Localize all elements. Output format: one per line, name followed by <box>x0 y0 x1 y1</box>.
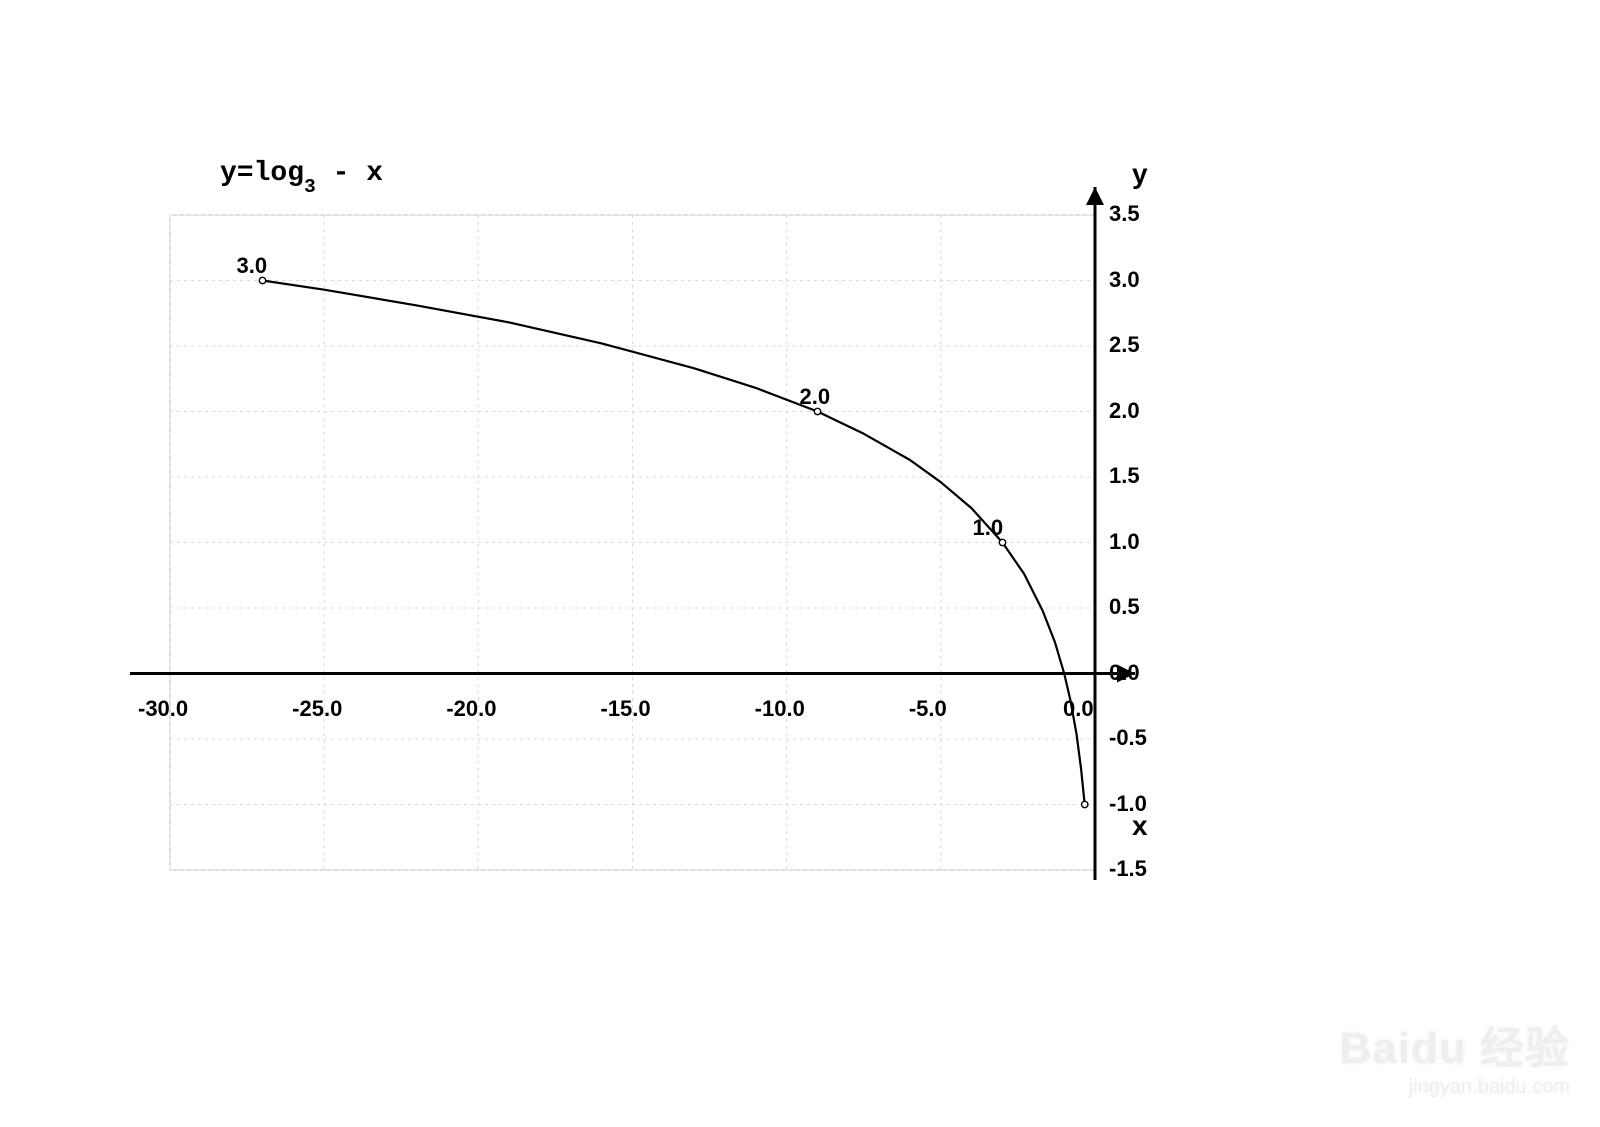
y-tick-label: -1.0 <box>1109 791 1147 817</box>
x-tick-label: -5.0 <box>909 696 947 722</box>
formula-prefix: y=log <box>220 158 304 189</box>
y-tick-label: 3.5 <box>1109 201 1140 227</box>
formula-base: 3 <box>304 176 316 198</box>
formula-label: y=log3 - x <box>220 158 383 193</box>
x-tick-label: -20.0 <box>446 696 496 722</box>
data-point-label: 2.0 <box>800 384 831 410</box>
y-tick-label: 1.0 <box>1109 529 1140 555</box>
y-tick-label: 0.0 <box>1109 660 1140 686</box>
y-tick-label: 3.0 <box>1109 267 1140 293</box>
x-tick-label: -15.0 <box>601 696 651 722</box>
x-tick-label: -10.0 <box>755 696 805 722</box>
formula-suffix: - x <box>316 158 383 189</box>
y-tick-label: -0.5 <box>1109 725 1147 751</box>
y-tick-label: 2.5 <box>1109 332 1140 358</box>
x-tick-label: -30.0 <box>138 696 188 722</box>
y-tick-label: 1.5 <box>1109 463 1140 489</box>
y-axis-label: y <box>1132 158 1148 190</box>
x-tick-label: 0.0 <box>1063 696 1094 722</box>
y-tick-label: 2.0 <box>1109 398 1140 424</box>
y-tick-label: 0.5 <box>1109 594 1140 620</box>
data-point-label: 1.0 <box>973 515 1004 541</box>
x-tick-label: -25.0 <box>292 696 342 722</box>
y-tick-label: -1.5 <box>1109 856 1147 882</box>
data-point-label: 3.0 <box>237 253 268 279</box>
